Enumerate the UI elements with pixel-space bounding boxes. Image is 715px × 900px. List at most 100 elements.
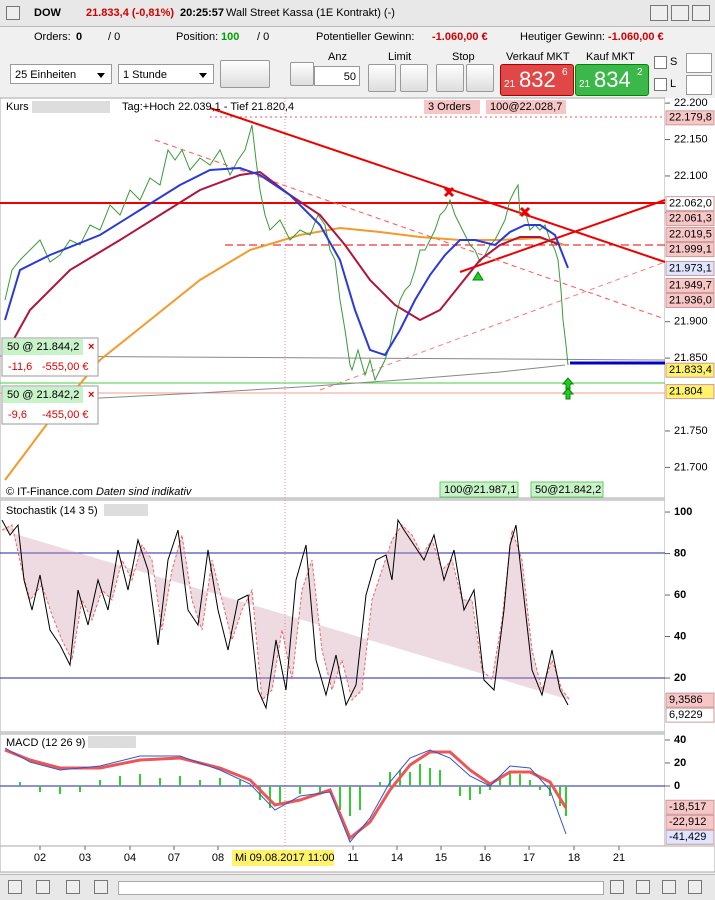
stop-sell[interactable] <box>466 64 494 92</box>
long-input[interactable] <box>686 75 712 95</box>
level-label: -41,429 <box>669 831 706 843</box>
y-tick-label: 20 <box>674 757 686 769</box>
level-label: 22.062,0 <box>669 198 712 210</box>
x-tick-label: 18 <box>568 852 580 864</box>
sell-prefix: 21 <box>504 79 516 90</box>
level-box <box>665 211 715 227</box>
ma-50 <box>4 170 561 356</box>
price-level: -18,517 <box>665 799 715 815</box>
y-tick-label: 0 <box>674 780 680 792</box>
price-level: 22.061,3 <box>665 211 715 227</box>
tools-button[interactable] <box>290 62 314 86</box>
price-level: 22.179,8 <box>665 110 715 126</box>
level-label: 6,9229 <box>669 709 703 721</box>
position-total: / 0 <box>257 31 270 43</box>
qty-input[interactable]: 50 <box>314 66 360 86</box>
x-tick-label: 02 <box>34 852 46 864</box>
price-level: 21.833,4 <box>665 362 715 378</box>
units-select[interactable]: 25 Einheiten <box>10 64 112 84</box>
stoch-signal <box>1 524 571 702</box>
short-input[interactable] <box>686 53 712 73</box>
y-tick-label: 100 <box>674 506 692 518</box>
tool-button[interactable] <box>610 880 624 894</box>
stop-buy[interactable] <box>436 64 464 92</box>
level-box <box>665 384 715 400</box>
limit-sell[interactable] <box>400 64 428 92</box>
interval-select[interactable]: 1 Stunde <box>118 64 214 84</box>
stoch-panel <box>0 499 666 733</box>
ma-200 <box>4 364 566 404</box>
tool-button[interactable] <box>8 880 22 894</box>
tool-button[interactable] <box>636 880 650 894</box>
x-tick-label: 14 <box>391 852 403 864</box>
buy-button[interactable]: 21 834 2 <box>575 64 649 96</box>
ma-100 <box>4 226 566 481</box>
close-button[interactable] <box>692 5 710 21</box>
menu-icon[interactable] <box>6 6 20 20</box>
level-label: 22.179,8 <box>669 112 712 124</box>
panel-icons[interactable] <box>104 504 148 516</box>
bottom-tag-bg <box>439 481 519 498</box>
macd-drawings <box>0 747 665 843</box>
short-checkbox[interactable] <box>654 56 667 69</box>
level-box <box>665 362 715 378</box>
x-tick-label: 07 <box>168 852 180 864</box>
orders-tag-bg <box>424 100 480 114</box>
panel-title: Stochastik (14 3 5) <box>6 505 98 517</box>
symbol: DOW <box>34 7 61 19</box>
limit-label: Limit <box>388 51 412 63</box>
y-tick-label: 21.900 <box>674 316 708 328</box>
position-label: 50 @ 21.842,2 <box>7 389 79 401</box>
status-bar: Orders: 0 / 0 Position: 100 / 0 Potentie… <box>0 27 715 47</box>
level-label: 21.936,0 <box>669 294 712 306</box>
indicator-button[interactable] <box>220 60 270 88</box>
level-label: 21.804 <box>669 386 703 398</box>
order-tag: 100@22.028,7 <box>490 101 562 113</box>
macd-line <box>4 747 567 843</box>
scrollbar[interactable] <box>118 881 604 895</box>
y-tick-label: 21.700 <box>674 461 708 473</box>
window-button[interactable] <box>650 5 668 21</box>
long-checkbox[interactable] <box>654 78 667 91</box>
price-level: 21.999,1 <box>665 242 715 258</box>
price-level: 21.949,7 <box>665 277 715 293</box>
tool-button[interactable] <box>66 880 80 894</box>
close-position[interactable]: × <box>88 389 94 401</box>
macd-histogram <box>19 764 567 816</box>
close-position[interactable]: × <box>88 341 94 353</box>
note: Daten sind indikativ <box>96 486 193 498</box>
panel-icons[interactable] <box>32 101 110 113</box>
y-tick-label: 21.750 <box>674 425 708 437</box>
level-box <box>665 292 715 308</box>
x-tick-label: 11 <box>347 852 358 864</box>
level-label: 9,3586 <box>669 694 703 706</box>
limit-buy[interactable] <box>368 64 396 92</box>
cursor-label: Mi 09.08.2017 11:00 <box>235 852 334 864</box>
trend-line <box>459 199 666 273</box>
level-label: -18,517 <box>669 801 706 813</box>
sell-button[interactable]: 21 832 6 <box>500 64 574 96</box>
level-label: 21.949,7 <box>669 279 712 291</box>
level-box <box>665 277 715 293</box>
tool-button[interactable] <box>36 880 50 894</box>
panel-icons[interactable] <box>88 736 136 748</box>
buy-label: Kauf MKT <box>586 51 635 63</box>
price-level: -22,912 <box>665 814 715 830</box>
y-tick-label: 80 <box>674 547 686 559</box>
x-tick-label: 08 <box>212 852 224 864</box>
tool-button[interactable] <box>94 880 108 894</box>
zoom-in[interactable] <box>688 880 702 894</box>
level-label: 21.973,1 <box>669 262 712 274</box>
bottom-tag: 100@21.987,1 <box>444 484 516 496</box>
level-box <box>665 799 715 815</box>
copyright: © IT-Finance.com <box>6 486 93 498</box>
stoch-k <box>1 518 569 710</box>
window-button[interactable] <box>671 5 689 21</box>
order-bar: 25 Einheiten 1 Stunde Anz 50 Limit Stop … <box>0 48 715 98</box>
potential-value: -1.060,00 € <box>432 31 488 43</box>
x-tick-label: 16 <box>479 852 491 864</box>
orders-tag: 3 Orders <box>428 101 471 113</box>
zoom-out[interactable] <box>662 880 676 894</box>
level-box <box>665 227 715 243</box>
